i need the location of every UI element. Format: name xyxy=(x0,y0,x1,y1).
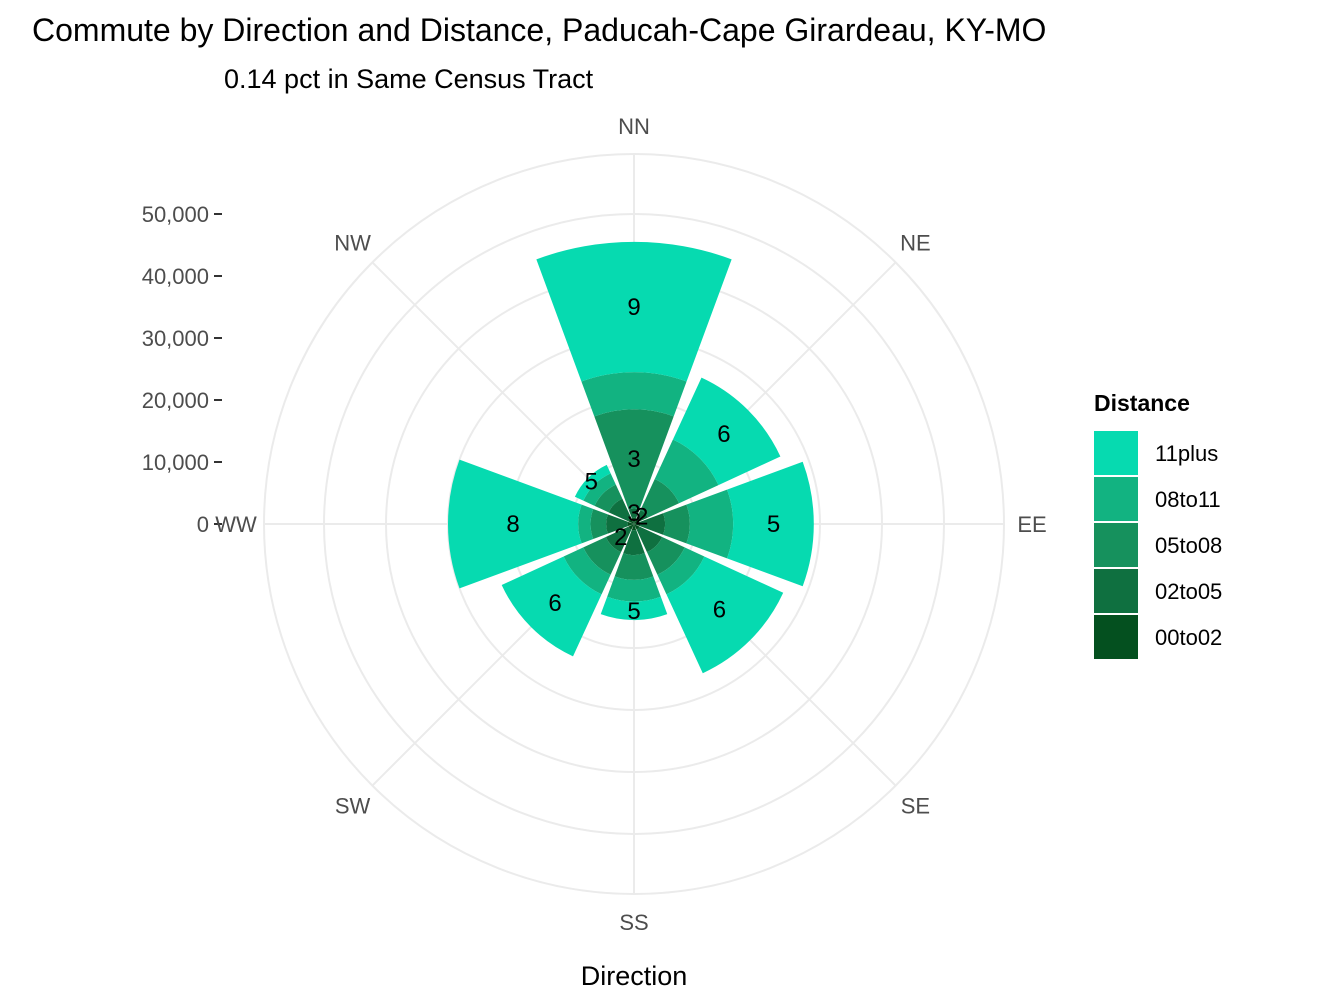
segment-label-11plus-EE: 5 xyxy=(767,511,780,538)
y-tick-label: 50,000 xyxy=(142,202,209,227)
bar-segment-11plus-SW xyxy=(501,556,602,657)
direction-label-EE: EE xyxy=(1017,512,1046,537)
segment-label-02to05-NE: 2 xyxy=(635,503,648,530)
segment-label-11plus-NE: 6 xyxy=(717,421,730,448)
legend: Distance 11plus 08to11 05to08 02to05 00to02 xyxy=(1094,390,1222,659)
segment-label-11plus-NN: 9 xyxy=(627,294,640,321)
segment-label-11plus-SS: 5 xyxy=(627,598,640,625)
direction-axis: NN NE EE SE SS SW WW NW xyxy=(215,114,1046,935)
bar-segment-08to11-SW xyxy=(563,547,611,595)
bar-segment-00to02-NW xyxy=(628,518,634,524)
direction-label-SW: SW xyxy=(335,793,371,818)
direction-label-SE: SE xyxy=(901,793,930,818)
legend-label-02to05: 02to05 xyxy=(1155,579,1222,604)
bar-segment-08to11-SE xyxy=(657,547,705,595)
legend-key-08to11 xyxy=(1094,477,1138,521)
bar-segment-00to02-SE xyxy=(634,524,640,530)
bar-segment-08to11-WW xyxy=(578,504,594,544)
direction-label-NW: NW xyxy=(334,231,371,256)
bar-segment-05to08-NE xyxy=(640,478,680,518)
bar-segment-02to05-SE xyxy=(636,526,663,553)
legend-key-11plus xyxy=(1094,431,1138,475)
bar-segment-02to05-SW xyxy=(605,526,632,553)
legend-label-08to11: 08to11 xyxy=(1155,487,1221,512)
bar-segment-11plus-SS xyxy=(600,596,668,621)
legend-label-05to08: 05to08 xyxy=(1155,533,1222,558)
bar-segment-00to02-NE xyxy=(634,518,640,524)
segment-label-11plus-WW: 8 xyxy=(506,511,519,538)
y-axis: 0 10,000 20,000 30,000 40,000 50,000 xyxy=(142,202,222,537)
y-tick-label: 30,000 xyxy=(142,326,209,351)
bar-segment-00to02-EE xyxy=(634,521,641,527)
segment-label-02to05-SW: 2 xyxy=(614,524,627,551)
bar-segment-02to05-NN xyxy=(628,508,640,519)
chart-subtitle: 0.14 pct in Same Census Tract xyxy=(224,64,594,94)
legend-key-02to05 xyxy=(1094,569,1138,613)
direction-label-NN: NN xyxy=(618,114,650,139)
bar-segment-05to08-SE xyxy=(646,536,685,575)
legend-label-11plus: 11plus xyxy=(1155,441,1218,466)
bar-segment-00to02-SW xyxy=(628,524,634,530)
direction-label-WW: WW xyxy=(215,512,257,537)
bar-segment-08to11-NN xyxy=(581,372,687,417)
y-tick-label: 10,000 xyxy=(142,450,209,475)
bar-segment-08to11-NE xyxy=(654,439,719,504)
grid-layer xyxy=(263,153,1005,895)
bar-segment-11plus-NE xyxy=(672,377,781,486)
segment-label-11plus-SW: 6 xyxy=(548,590,561,617)
segment-label-02to05-NN: 3 xyxy=(627,500,640,527)
bar-segment-05to08-EE xyxy=(663,504,690,544)
y-tick-label: 40,000 xyxy=(142,264,209,289)
bar-segment-11plus-SE xyxy=(666,556,784,674)
bar-segment-00to02-NN xyxy=(631,517,637,524)
bar-segment-02to05-NE xyxy=(636,509,649,522)
bar-segment-08to11-EE xyxy=(686,489,734,559)
bar-segment-02to05-WW xyxy=(606,514,629,534)
bar-segment-11plus-EE xyxy=(727,461,814,587)
bar-segment-05to08-SS xyxy=(614,553,654,580)
segment-label-11plus-NW: 5 xyxy=(585,468,598,495)
direction-label-NE: NE xyxy=(900,231,931,256)
bar-segment-02to05-SS xyxy=(623,529,645,555)
bar-segment-00to02-WW xyxy=(627,521,634,527)
y-tick-label: 20,000 xyxy=(142,388,209,413)
bar-segment-11plus-WW xyxy=(447,459,582,589)
bar-segment-08to11-SS xyxy=(607,576,661,602)
bar-segment-11plus-NW xyxy=(574,464,611,501)
segment-label-05to08-NN: 3 xyxy=(627,446,640,473)
legend-key-05to08 xyxy=(1094,523,1138,567)
bar-segment-05to08-SW xyxy=(583,536,622,575)
bar-segment-11plus-NN xyxy=(536,241,732,382)
bar-segment-08to11-NW xyxy=(583,473,616,506)
segment-label-11plus-SE: 6 xyxy=(713,596,726,623)
y-tick-label: 0 xyxy=(197,512,209,537)
bar-segment-05to08-NW xyxy=(594,484,623,513)
bar-segment-00to02-SS xyxy=(631,524,637,531)
legend-label-00to02: 00to02 xyxy=(1155,625,1222,650)
chart-title: Commute by Direction and Distance, Paduc… xyxy=(32,12,1047,48)
bar-layer xyxy=(447,241,814,674)
direction-label-SS: SS xyxy=(619,910,648,935)
bar-segment-02to05-EE xyxy=(639,513,665,535)
bar-segment-05to08-WW xyxy=(590,508,608,540)
legend-title: Distance xyxy=(1094,390,1190,416)
bar-segment-02to05-NW xyxy=(608,498,632,522)
x-axis-title: Direction xyxy=(581,961,688,991)
legend-key-00to02 xyxy=(1094,615,1138,659)
bar-segment-05to08-NN xyxy=(594,409,674,510)
